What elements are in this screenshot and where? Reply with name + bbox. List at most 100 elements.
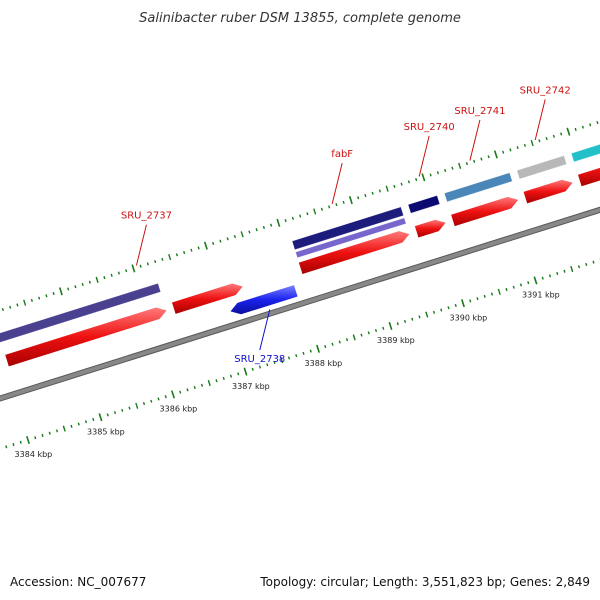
backbone-line [0,207,600,401]
tick-mark [207,379,211,387]
tick-mark [527,281,530,285]
inner-tick-track: 3384 kbp 3385 kbp 3386 kbp 3387 kbp 3388 kbp… [0,258,600,459]
genome-summary-text: Topology: circular; Length: 3,551,823 bp… [259,575,590,589]
tick-mark [291,216,294,220]
tick-mark [556,272,559,276]
tick-mark [533,276,538,285]
feature-bar [0,282,162,343]
tick-mark [461,299,465,308]
tick-mark [103,276,106,280]
tick-mark [222,376,225,380]
tick-mark [34,436,37,440]
tick-mark [342,200,345,204]
tick-mark [403,319,407,323]
tick-mark [530,140,534,147]
tick-mark [411,317,414,321]
tick-mark [589,123,592,127]
tick-mark [566,127,571,136]
tick-mark [563,269,566,273]
tick-mark [396,322,399,326]
tick-mark [335,203,338,207]
forward-gene-arrow [171,283,243,314]
tick-mark [164,395,167,399]
tick-mark [243,367,248,376]
tick-mark [200,383,204,387]
tick-mark [454,303,457,308]
tick-mark [497,288,501,295]
tick-mark [313,208,317,215]
tick-mark [128,406,131,410]
label-leader-line [259,309,271,351]
tick-mark [197,246,200,250]
tick-mark [352,334,356,341]
tick-mark [67,287,70,291]
tick-mark [258,365,262,369]
tick-mark [444,168,447,172]
tick-mark [41,433,44,437]
tick-mark [88,280,91,284]
tick-mark [306,212,309,216]
forward-gene-arrow [577,167,600,187]
label-leader-line [469,119,481,161]
tick-mark [493,150,498,159]
tick-mark [38,296,41,300]
tick-mark [135,402,139,409]
tick-mark [538,139,541,143]
tick-mark [183,250,186,255]
tick-mark [374,329,378,333]
feature-bar [291,206,404,251]
tick-mark [429,173,432,177]
tick-mark [55,429,59,433]
tick-mark [113,411,117,415]
tick-mark [255,228,258,232]
tick-mark [432,310,436,314]
feature-bar [443,172,513,203]
tick-mark [345,338,349,342]
tick-mark [415,178,418,182]
tick-mark [23,299,27,306]
gene-arrow-layer [5,167,600,367]
tick-mark [280,357,284,364]
tick-mark [237,372,240,376]
label-leader-line [331,163,343,204]
tick-label: 3388 kbp [305,359,343,368]
tick-mark [125,269,128,273]
tick-mark [320,207,323,211]
backbone-layer [0,206,600,402]
tick-mark [240,231,244,238]
tick-mark [229,374,233,378]
gene-label: SRU_2738 [234,354,285,365]
tick-mark [316,344,320,353]
tick-label: 3387 kbp [232,382,270,391]
tick-mark [48,431,51,435]
gene-label: SRU_2740 [404,122,455,133]
tick-mark [77,422,80,426]
tick-label: 3391 kbp [522,291,560,300]
tick-mark [512,285,515,289]
tick-mark [179,390,182,394]
tick-mark [5,445,8,449]
tick-mark [473,159,476,163]
tick-mark [502,150,505,154]
tick-mark [52,292,55,296]
gene-label: SRU_2741 [454,106,505,117]
tick-mark [570,265,574,273]
tick-mark [592,260,595,264]
tick-mark [276,218,281,227]
tick-mark [295,354,298,358]
label-leader-line [135,224,147,266]
tick-mark [168,254,172,261]
tick-mark [382,326,385,330]
tick-mark [139,264,142,268]
tick-mark [585,262,588,266]
tick-mark [226,237,229,241]
tick-mark [545,136,548,141]
tick-mark [581,125,584,129]
feature-bar [516,155,568,180]
gene-label: SRU_2737 [121,211,172,222]
tick-label: 3384 kbp [15,450,53,459]
tick-mark [302,351,305,355]
tick-mark [212,241,215,245]
tick-mark [541,276,544,280]
tick-mark [458,162,462,169]
